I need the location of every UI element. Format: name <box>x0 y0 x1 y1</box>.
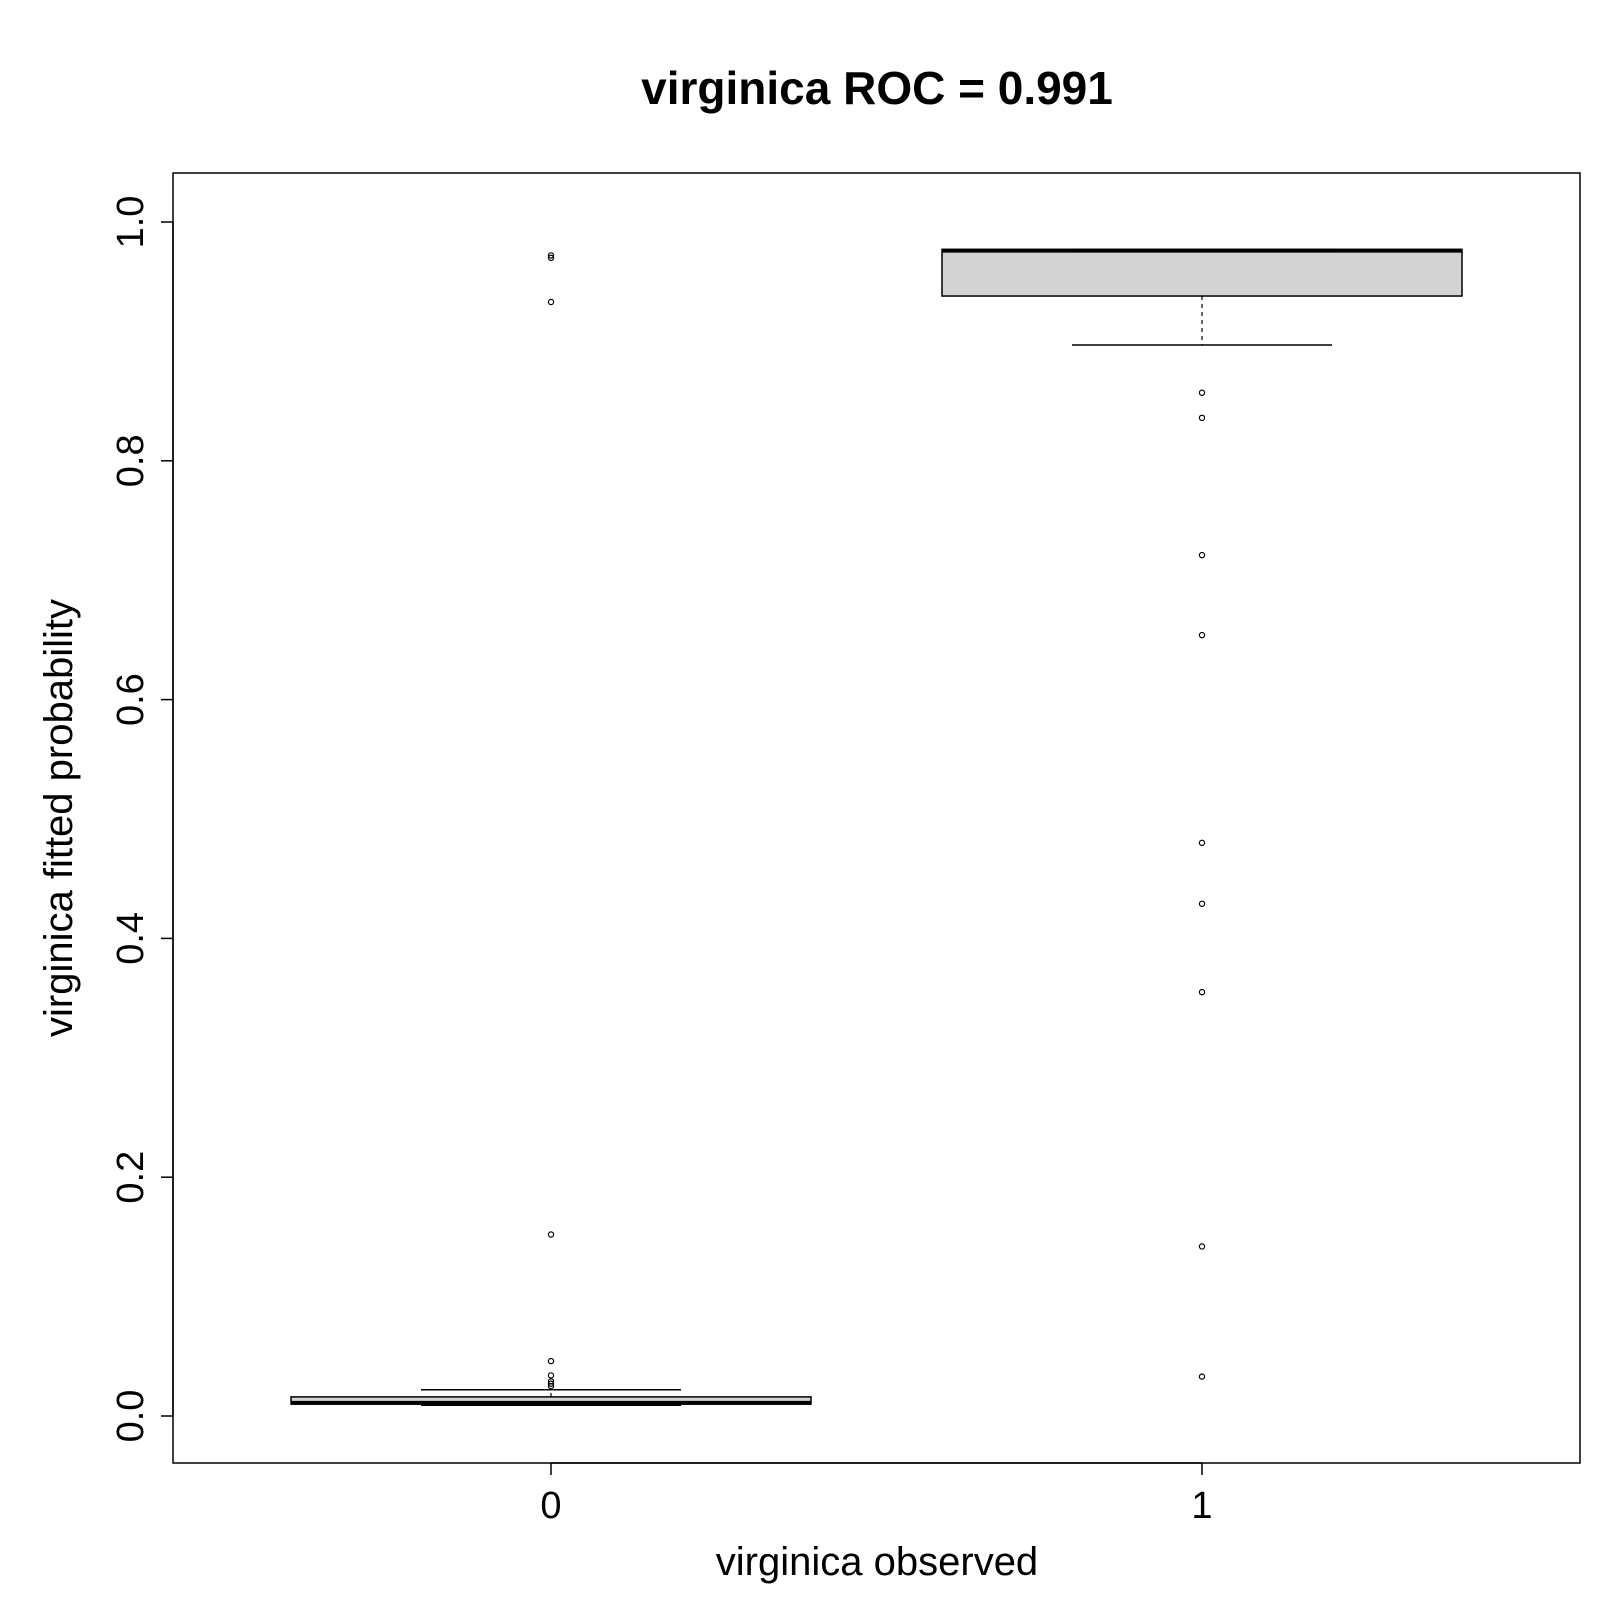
outlier-point <box>547 1357 555 1365</box>
outlier-point <box>547 298 555 306</box>
outlier-point <box>547 1372 555 1379</box>
x-axis-label: virginica observed <box>716 1540 1038 1584</box>
boxes-layer <box>290 248 1463 1407</box>
y-tick-label: 0.0 <box>110 1390 152 1443</box>
x-tick-label: 0 <box>540 1485 561 1527</box>
outlier-point <box>1198 551 1206 559</box>
outlier-point <box>547 1378 555 1385</box>
box-iqr <box>941 248 1463 297</box>
y-tick-label: 0.2 <box>110 1151 152 1204</box>
y-axis-label: virginica fitted probability <box>37 599 81 1037</box>
outlier-point <box>1198 389 1206 396</box>
y-tick-label: 0.4 <box>110 912 152 965</box>
x-tick-label: 1 <box>1191 1485 1212 1527</box>
y-tick-label: 0.6 <box>110 673 152 726</box>
outlier-point <box>1198 839 1206 847</box>
chart-title: virginica ROC = 0.991 <box>641 62 1113 114</box>
outlier-point <box>1198 988 1206 996</box>
outlier-point <box>1198 631 1206 639</box>
outlier-point <box>547 1380 555 1387</box>
outlier-point <box>1198 414 1206 422</box>
outlier-point <box>547 254 555 262</box>
y-tick-label: 1.0 <box>110 196 152 249</box>
outlier-point <box>1198 1243 1206 1250</box>
plot-frame <box>172 172 1581 1464</box>
outlier-point <box>547 1231 555 1238</box>
outlier-point <box>1198 900 1206 907</box>
outlier-point <box>1198 1373 1206 1380</box>
outlier-point <box>547 252 555 259</box>
y-axis: 0.0 0.2 0.4 0.6 0.8 1.0 <box>110 196 174 1443</box>
y-tick-label: 0.8 <box>110 434 152 487</box>
